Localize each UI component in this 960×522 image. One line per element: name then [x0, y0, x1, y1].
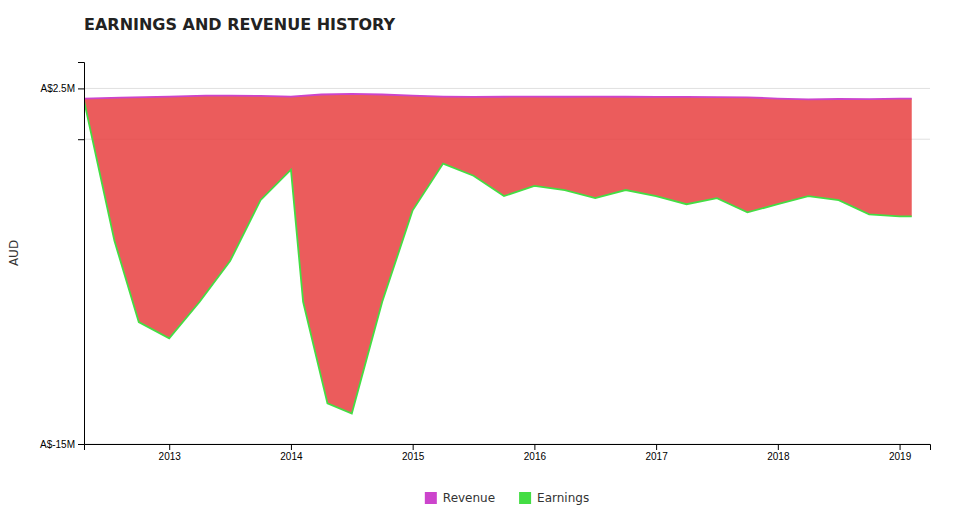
- x-tick: 2018: [767, 444, 790, 462]
- y-tick-mark: [78, 444, 84, 445]
- fill-area: [84, 94, 912, 414]
- x-tick-label: 2014: [280, 451, 303, 462]
- y-tick-label: A$2.5M: [41, 83, 75, 94]
- series-line: [84, 94, 912, 99]
- x-tick: 2015: [402, 444, 425, 462]
- legend-swatch: [519, 492, 531, 504]
- x-tick-mark: [169, 444, 170, 450]
- x-tick-mark: [534, 444, 535, 450]
- x-tick: 2016: [524, 444, 547, 462]
- grid: [84, 88, 930, 444]
- marks: [84, 94, 912, 414]
- x-tick-label: 2019: [889, 451, 912, 462]
- x-axis: 2013 2014 2015 2016 2017 2018 2019: [85, 444, 931, 462]
- x-tick-label: 2016: [524, 451, 547, 462]
- x-axis-line: [85, 445, 931, 451]
- x-tick-mark: [413, 444, 414, 450]
- x-tick-mark: [778, 444, 779, 450]
- y-axis-title: AUD: [7, 240, 21, 266]
- y-tick-label: A$-15M: [40, 439, 75, 450]
- legend: Revenue Earnings: [425, 491, 589, 505]
- x-tick-label: 2015: [402, 451, 425, 462]
- y-axis-line: [78, 63, 85, 445]
- legend-item: Earnings: [519, 491, 589, 505]
- y-tick: [78, 139, 84, 140]
- legend-swatch: [425, 492, 437, 504]
- y-axis: A$-15M A$2.5M: [40, 63, 85, 450]
- y-tick: A$-15M: [40, 439, 84, 450]
- x-tick: 2017: [645, 444, 668, 462]
- grid-line: [84, 88, 930, 89]
- x-tick-label: 2013: [159, 451, 182, 462]
- legend-label: Earnings: [537, 491, 589, 505]
- plot: 2013 2014 2015 2016 2017 2018 2019 A$-15M A$2.5M: [40, 63, 931, 463]
- y-tick-mark: [78, 88, 84, 89]
- x-tick: 2014: [280, 444, 303, 462]
- y-tick-mark: [78, 139, 84, 140]
- x-tick-label: 2017: [645, 451, 668, 462]
- chart: EARNINGS AND REVENUE HISTORY 2013 2014 2015…: [0, 0, 960, 522]
- x-tick: 2019: [889, 444, 912, 462]
- x-tick-mark: [900, 444, 901, 450]
- x-tick-mark: [291, 444, 292, 450]
- x-tick-mark: [656, 444, 657, 450]
- x-tick: 2013: [159, 444, 182, 462]
- x-tick-label: 2018: [767, 451, 790, 462]
- legend-item: Revenue: [425, 491, 495, 505]
- y-tick: A$2.5M: [41, 83, 84, 94]
- legend-label: Revenue: [443, 491, 495, 505]
- title: EARNINGS AND REVENUE HISTORY: [84, 15, 395, 34]
- series-line: [84, 101, 912, 414]
